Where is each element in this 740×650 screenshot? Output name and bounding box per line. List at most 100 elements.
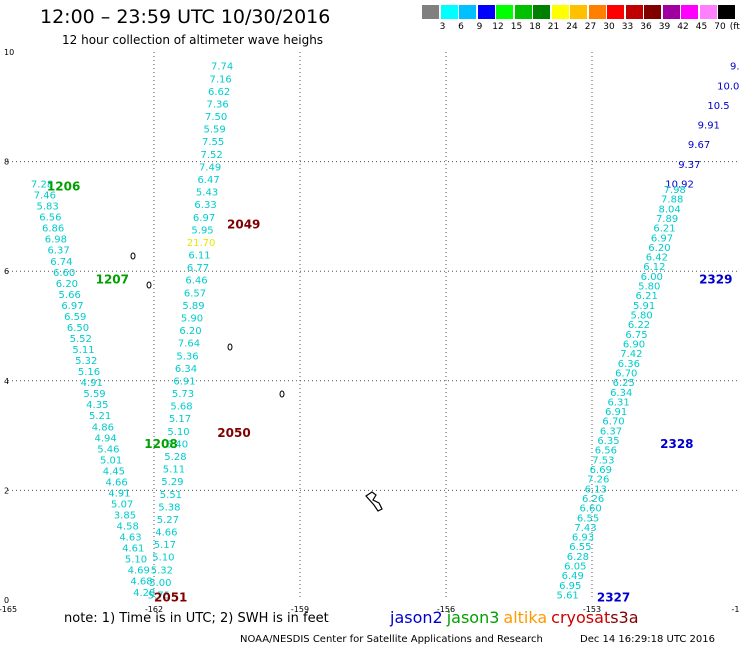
colorbar-label: 45 [695, 22, 708, 32]
grid-lines [8, 52, 738, 600]
wave-height-value: 6.34 [610, 388, 632, 399]
wave-height-value: 7.55 [202, 137, 224, 148]
wave-height-value: 7.50 [205, 112, 227, 123]
colorbar-swatch [607, 5, 624, 19]
wave-height-value: 10.5 [707, 101, 729, 112]
chart-title: 12:00 – 23:59 UTC 10/30/2016 [40, 6, 331, 28]
track-labels: 1206 1207 1208 2049 2050 2051 2327 2328 2329 [47, 179, 733, 604]
wave-height-value: 6.22 [628, 320, 650, 331]
wave-height-value: 6.36 [618, 359, 640, 370]
wave-height-value: 5.11 [163, 465, 185, 476]
wave-height-value: 5.52 [70, 334, 92, 345]
wave-height-value: 6.21 [636, 291, 658, 302]
axis-ticks: -165 -162 -159 -156 -153 -15 10 8 6 4 2 0 [0, 48, 740, 614]
wave-height-value: 6.91 [605, 407, 627, 418]
wave-height-value: 6.70 [602, 417, 624, 428]
wave-height-value: 5.73 [172, 389, 194, 400]
wave-height-value: 6.91 [173, 376, 195, 387]
island-outline [227, 343, 233, 351]
wave-height-value: 6.75 [625, 330, 647, 341]
wave-height-value: 21.70 [187, 238, 216, 249]
colorbar-swatch [422, 5, 439, 19]
wave-height-value: 4.66 [106, 477, 128, 488]
wave-height-value: 5.66 [59, 290, 81, 301]
colorbar-label: 6 [458, 22, 464, 32]
island-outlines [130, 252, 383, 512]
island-outline [146, 281, 152, 289]
wave-height-value: 4.68 [130, 577, 152, 588]
colorbar-label: 33 [621, 22, 634, 32]
wave-height-value: 7.36 [206, 99, 228, 110]
x-tick-label: -15 [731, 605, 740, 614]
wave-height-value: 8.04 [659, 204, 681, 215]
track-label: 1207 [96, 272, 129, 286]
wave-height-value: 5.75 [148, 591, 170, 602]
wave-height-value: 5.10 [125, 555, 147, 566]
wave-height-value: 7.28 [31, 180, 53, 191]
wave-height-value: 5.00 [149, 578, 171, 589]
colorbar-label: 12 [492, 22, 504, 32]
track-label: 2327 [597, 590, 630, 604]
wave-height-value: 5.59 [203, 125, 225, 136]
wave-height-value: 6.57 [184, 288, 206, 299]
wave-height-value: 6.62 [208, 87, 230, 98]
y-tick-label: 4 [4, 377, 9, 386]
wave-height-value: 5.89 [182, 301, 204, 312]
island-outline [279, 390, 285, 398]
wave-height-value: 4.63 [119, 533, 141, 544]
colorbar-swatch [570, 5, 587, 19]
wave-height-value: 6.47 [197, 175, 219, 186]
colorbar-swatch [644, 5, 661, 19]
wave-height-value: 5.36 [176, 351, 198, 362]
wave-height-value: 6.20 [179, 326, 201, 337]
track-label: 2050 [217, 426, 250, 440]
wave-height-value: 7.53 [592, 455, 614, 466]
wave-height-value: 6.42 [646, 253, 668, 264]
wave-height-value: 5.10 [152, 553, 174, 564]
wave-height-value: 10.0 [717, 81, 739, 92]
colorbar-label: 39 [658, 22, 671, 32]
legend-altika: altika [503, 608, 548, 627]
colorbar-swatch [718, 5, 735, 19]
wave-height-value: 7.26 [587, 475, 609, 486]
wave-height-value: 3.85 [114, 511, 136, 522]
wave-height-value: 4.94 [94, 433, 116, 444]
wave-height-value: 6.34 [175, 364, 197, 375]
wave-height-value: 6.60 [53, 268, 75, 279]
track-label: 2051 [154, 590, 187, 604]
wave-height-value: 5.07 [111, 500, 133, 511]
wave-height-value: 4.28 [133, 588, 155, 599]
colorbar-swatch [662, 5, 680, 19]
wave-height-value: 6.37 [600, 426, 622, 437]
colorbar-label: 15 [510, 22, 523, 32]
wave-height-value: 4.61 [122, 544, 144, 555]
x-tick-label: -153 [583, 605, 601, 614]
legend-jason3: jason3 [446, 608, 500, 627]
wave-height-value: 5.91 [633, 301, 655, 312]
colorbar-swatch [477, 5, 495, 19]
wave-height-value: 6.98 [45, 235, 67, 246]
colorbar-label: 9 [476, 22, 483, 32]
date-stamp: Dec 14 16:29:18 UTC 2016 [580, 634, 715, 645]
y-tick-label: 8 [4, 158, 9, 167]
wave-height-value: 4.58 [117, 522, 139, 533]
wave-height-value: 6.00 [641, 272, 663, 283]
colorbar-swatch [514, 5, 532, 19]
credit-text: NOAA/NESDIS Center for Satellite Applica… [240, 634, 543, 645]
wave-height-value: 7.52 [200, 150, 222, 161]
colorbar-label: 3 [439, 22, 446, 32]
wave-height-value: 6.12 [643, 262, 665, 273]
wave-height-value: 5.32 [75, 356, 97, 367]
wave-height-value: 5.27 [157, 515, 179, 526]
wave-height-value: 6.86 [42, 224, 64, 235]
colorbar-swatch [699, 5, 717, 19]
x-tick-label: -156 [437, 605, 455, 614]
colorbar-swatch [551, 5, 569, 19]
wave-height-value: 7.49 [199, 162, 221, 173]
wave-height-value: 5.10 [167, 427, 189, 438]
wave-height-value: 5.95 [191, 225, 213, 236]
wave-height-value: 6.93 [572, 533, 594, 544]
wave-height-value: 5.46 [97, 444, 119, 455]
wave-height-value: 5.28 [164, 452, 186, 463]
colorbar-unit: (ft) [729, 22, 740, 32]
